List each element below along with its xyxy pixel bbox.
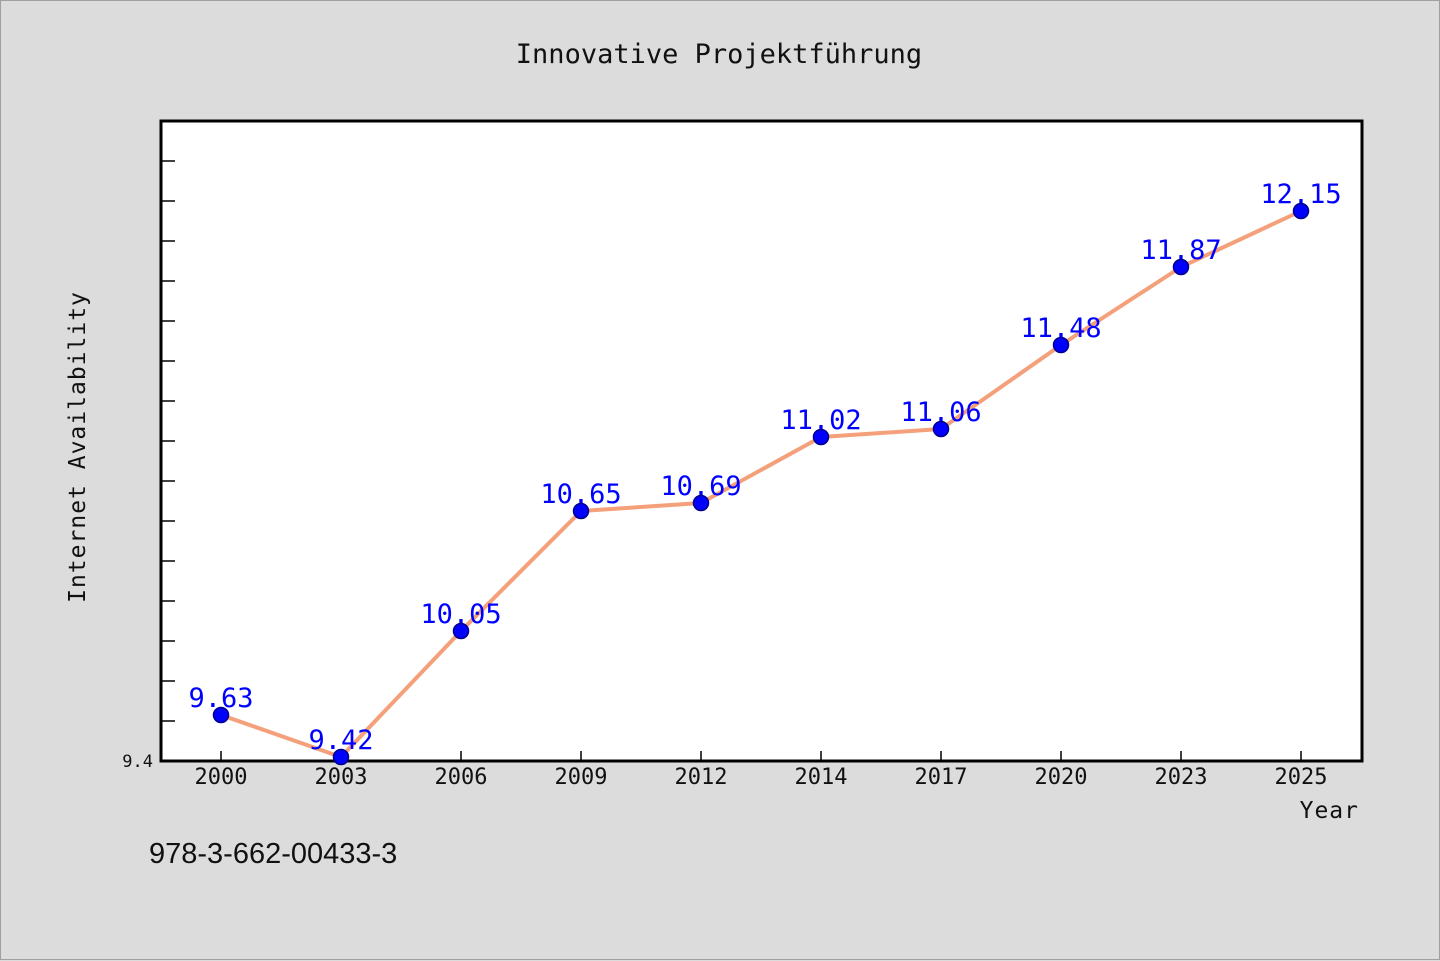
data-point (692, 494, 710, 512)
data-point (1292, 202, 1310, 220)
x-tick-label: 2000 (195, 765, 248, 790)
x-tick-label: 2017 (915, 765, 968, 790)
x-tick-label: 2023 (1155, 765, 1208, 790)
data-labels: 9.63 9.42 10.05 10.65 10.69 11.02 11.06 11.48 11… (188, 179, 1341, 756)
data-point (212, 706, 230, 724)
x-tick-label: 2009 (555, 765, 608, 790)
data-point (572, 502, 590, 520)
data-point (1172, 258, 1190, 276)
x-tick-label: 2012 (675, 765, 728, 790)
x-tick-label: 2025 (1275, 765, 1328, 790)
x-tick-label: 2003 (315, 765, 368, 790)
data-point (1052, 336, 1070, 354)
plot-area (161, 121, 1362, 761)
data-point (932, 420, 950, 438)
data-label: 10.65 (540, 479, 621, 510)
data-label: 11.02 (780, 405, 861, 436)
data-markers (212, 202, 1310, 766)
data-label: 9.63 (188, 683, 253, 714)
data-label: 11.87 (1140, 235, 1221, 266)
y-axis-label: Internet Availability (65, 291, 91, 603)
data-label: 9.42 (308, 725, 373, 756)
data-point (332, 748, 350, 766)
data-label: 11.06 (900, 397, 981, 428)
plot-frame (159, 119, 1364, 763)
data-label: 12.15 (1260, 179, 1341, 210)
x-tick-label: 2014 (795, 765, 848, 790)
x-tick-labels: 2000 2003 2006 2009 2012 2014 2017 2020 2023 2025 (195, 765, 1328, 790)
data-label: 11.48 (1020, 313, 1101, 344)
chart-title: Innovative Projektführung (516, 39, 922, 70)
data-point (812, 428, 830, 446)
y-axis-ticks (161, 160, 175, 722)
y-tick-label-min: 9.4 (122, 752, 153, 772)
x-axis-label: Year (1300, 798, 1359, 824)
x-tick-label: 2006 (435, 765, 488, 790)
data-label: 10.69 (660, 471, 741, 502)
isbn-text: 978-3-662-00433-3 (149, 838, 397, 870)
data-label: 10.05 (420, 599, 501, 630)
data-point (452, 622, 470, 640)
series-line (220, 209, 1302, 759)
x-tick-label: 2020 (1035, 765, 1088, 790)
